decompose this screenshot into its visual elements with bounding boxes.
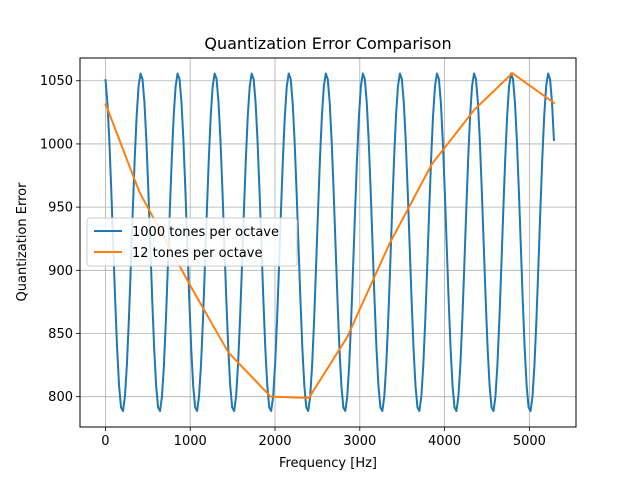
x-tick-label: 2000 — [258, 434, 291, 449]
plot-lines — [104, 72, 556, 412]
legend-label-12-tones: 12 tones per octave — [132, 246, 262, 261]
x-tick-label: 4000 — [428, 434, 461, 449]
axis-ticks: 0 1000 2000 3000 4000 5000 800 850 900 950 1000 105… — [40, 74, 546, 449]
legend-label-1000-tones: 1000 tones per octave — [132, 225, 279, 240]
y-tick-label: 1000 — [40, 137, 73, 152]
x-tick-label: 0 — [101, 434, 109, 449]
y-tick-label: 1050 — [40, 74, 73, 89]
legend-box — [86, 217, 298, 267]
y-tick-label: 800 — [48, 390, 73, 405]
x-tick-label: 3000 — [343, 434, 376, 449]
y-tick-label: 900 — [48, 264, 73, 279]
x-axis-label: Frequency [Hz] — [279, 456, 377, 471]
y-tick-label: 850 — [48, 327, 73, 342]
chart-title: Quantization Error Comparison — [204, 34, 451, 53]
legend: 1000 tones per octave 12 tones per octav… — [86, 217, 298, 267]
series-line-12-tones — [104, 72, 556, 399]
x-tick-label: 1000 — [174, 434, 207, 449]
x-tick-label: 5000 — [513, 434, 546, 449]
plot-frame — [79, 57, 577, 428]
y-axis-label: Quantization Error — [15, 182, 30, 302]
y-tick-label: 950 — [48, 201, 73, 216]
series-line-1000-tones — [104, 72, 555, 412]
